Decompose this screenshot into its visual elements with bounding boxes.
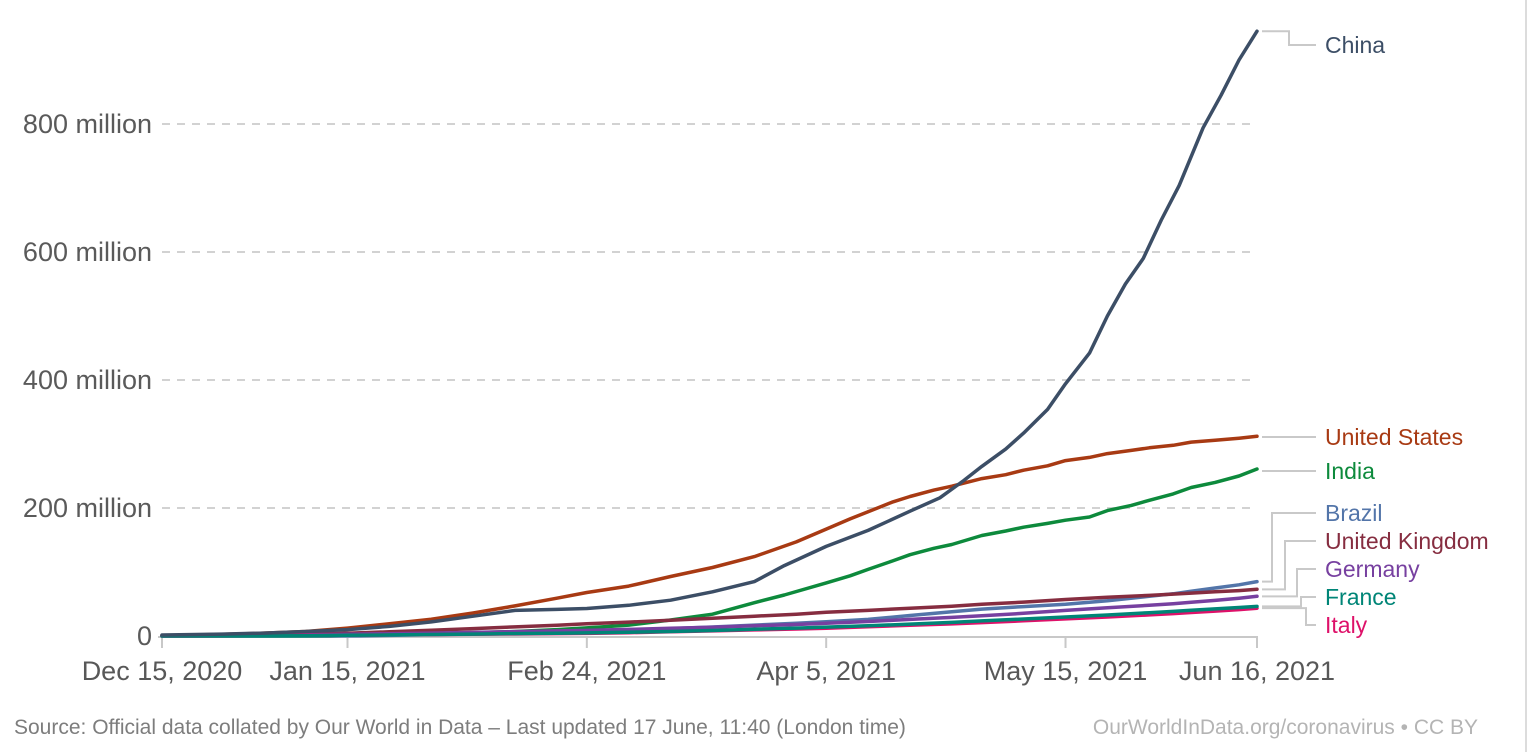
series-label-united-states[interactable]: United States [1325, 424, 1463, 450]
x-axis-tick-label: Jun 16, 2021 [1179, 656, 1335, 686]
y-axis-tick-label: 600 million [23, 237, 152, 267]
series-label-france[interactable]: France [1325, 584, 1397, 610]
y-axis-tick-label: 0 [137, 621, 152, 651]
x-axis-tick-label: Dec 15, 2020 [82, 656, 243, 686]
owid-link[interactable]: OurWorldInData.org/coronavirus • CC BY [1092, 716, 1478, 739]
series-label-china[interactable]: China [1325, 32, 1385, 58]
series-line-united-states[interactable] [160, 434, 1259, 638]
label-connector-brazil [1262, 512, 1316, 583]
series-label-india[interactable]: India [1325, 458, 1375, 484]
window-right-border [1525, 0, 1527, 752]
series-label-italy[interactable]: Italy [1325, 612, 1368, 638]
series-line-china[interactable] [160, 29, 1259, 637]
series-label-brazil[interactable]: Brazil [1325, 500, 1383, 526]
label-connector-italy [1262, 607, 1316, 626]
series-label-united-kingdom[interactable]: United Kingdom [1325, 528, 1489, 554]
label-connector-china [1262, 30, 1316, 46]
x-axis-tick-label: Jan 15, 2021 [269, 656, 425, 686]
y-axis-tick-label: 200 million [23, 493, 152, 523]
chart-footer: Source: Official data collated by Our Wo… [0, 712, 1506, 752]
y-axis-tick-label: 400 million [23, 365, 152, 395]
y-axis-tick-label: 800 million [23, 109, 152, 139]
series-line-france[interactable] [160, 604, 1259, 638]
x-axis-tick-label: Feb 24, 2021 [507, 656, 666, 686]
source-note: Source: Official data collated by Our Wo… [14, 716, 906, 739]
label-connector-france [1262, 596, 1316, 608]
series-label-germany[interactable]: Germany [1325, 556, 1420, 582]
x-axis-tick-label: May 15, 2021 [984, 656, 1148, 686]
label-connector-united-kingdom [1262, 540, 1316, 591]
x-axis-tick-label: Apr 5, 2021 [756, 656, 896, 686]
series-line-india[interactable] [160, 467, 1259, 638]
label-connector-germany [1262, 568, 1316, 598]
